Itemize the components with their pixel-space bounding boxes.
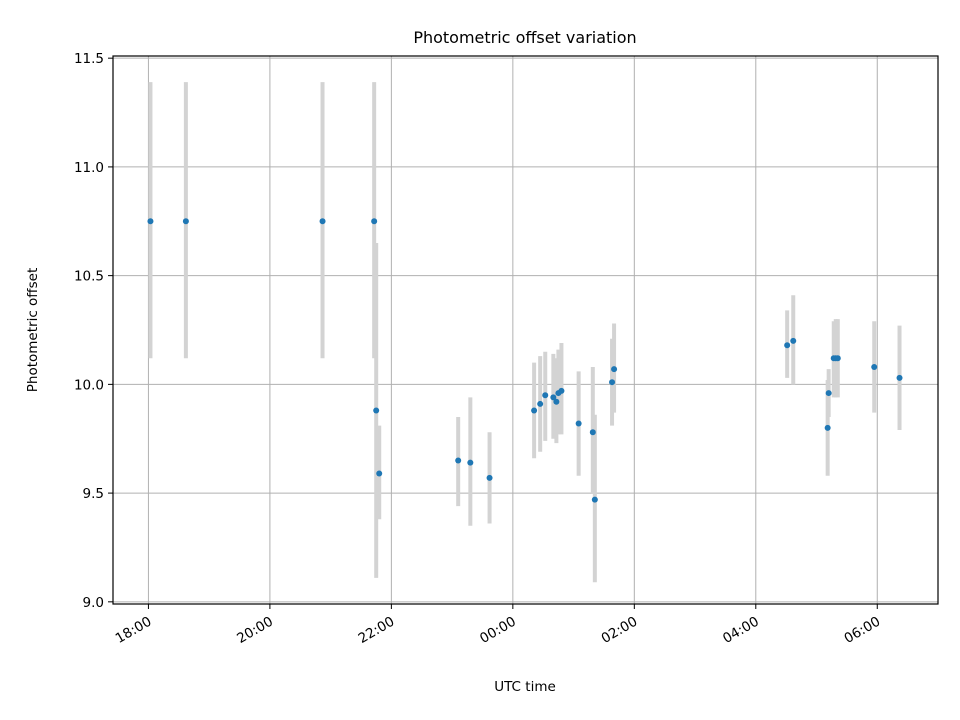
- data-point: [455, 457, 462, 464]
- data-point: [609, 379, 616, 386]
- point-layer: [147, 218, 903, 503]
- data-point: [182, 218, 189, 225]
- data-point: [871, 363, 878, 370]
- data-point: [531, 407, 538, 414]
- y-tick-label: 11.0: [74, 160, 104, 176]
- data-point: [611, 366, 618, 373]
- y-tick-label: 11.5: [74, 51, 104, 67]
- y-tick-label: 9.5: [83, 486, 104, 502]
- data-point: [553, 398, 560, 405]
- data-point: [542, 392, 549, 399]
- data-point: [824, 424, 831, 431]
- data-point: [589, 429, 596, 436]
- y-tick-label: 10.5: [74, 269, 104, 285]
- data-point: [591, 496, 598, 503]
- plot-frame: [112, 55, 939, 605]
- data-point: [550, 394, 557, 401]
- data-point: [790, 337, 797, 344]
- data-point: [834, 355, 841, 362]
- data-point: [467, 459, 474, 466]
- y-axis-label: Photometric offset: [25, 268, 41, 392]
- data-point: [784, 342, 791, 349]
- data-point: [825, 390, 832, 397]
- data-point: [575, 420, 582, 427]
- data-point: [537, 400, 544, 407]
- data-point: [896, 374, 903, 381]
- data-point: [376, 470, 383, 477]
- x-axis-label: UTC time: [494, 679, 556, 695]
- grid-layer: [113, 56, 938, 604]
- data-point: [319, 218, 326, 225]
- y-tick-label: 9.0: [83, 595, 104, 611]
- data-point: [147, 218, 154, 225]
- data-point: [486, 474, 493, 481]
- chart-title: Photometric offset variation: [413, 28, 636, 47]
- data-point: [373, 407, 380, 414]
- y-tick-label: 10.0: [74, 377, 104, 393]
- data-point: [371, 218, 378, 225]
- data-point: [558, 387, 565, 394]
